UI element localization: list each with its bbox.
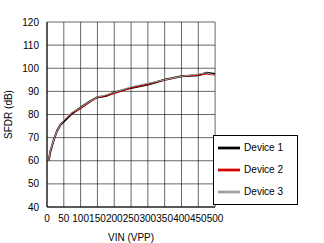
html-text:Device 3: Device 3 <box>244 185 283 197</box>
svg-text:350: 350 <box>156 213 173 224</box>
svg-text:250: 250 <box>123 213 140 224</box>
svg-text:50: 50 <box>28 178 40 189</box>
svg-text:SFDR (dB): SFDR (dB) <box>8 90 14 139</box>
svg-text:110: 110 <box>23 40 39 51</box>
svg-text:450: 450 <box>190 213 207 224</box>
svg-text:500: 500 <box>207 213 224 224</box>
svg-text:70: 70 <box>28 132 40 143</box>
svg-text:200: 200 <box>106 213 123 224</box>
svg-text:100: 100 <box>72 213 89 224</box>
svg-text:VIN (VPP): VIN (VPP) <box>108 232 154 243</box>
svg-text:120: 120 <box>22 17 39 28</box>
html-text:Device 2: Device 2 <box>244 163 283 175</box>
svg-text:400: 400 <box>173 213 190 224</box>
html-text:Device 1: Device 1 <box>244 141 283 153</box>
svg-text:50: 50 <box>58 213 70 224</box>
svg-text:80: 80 <box>28 109 40 120</box>
svg-text:60: 60 <box>28 155 40 166</box>
svg-text:0: 0 <box>44 213 50 224</box>
svg-text:40: 40 <box>28 202 40 213</box>
svg-text:300: 300 <box>140 213 157 224</box>
svg-text:100: 100 <box>22 63 39 74</box>
svg-text:90: 90 <box>28 86 40 97</box>
svg-text:150: 150 <box>89 213 106 224</box>
